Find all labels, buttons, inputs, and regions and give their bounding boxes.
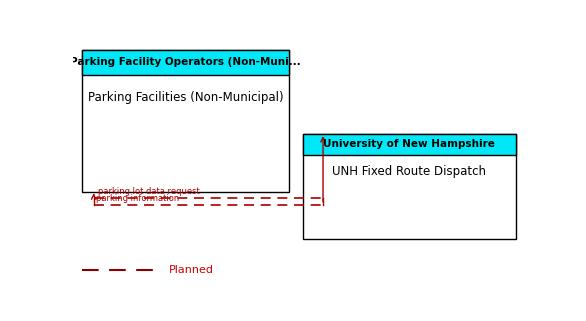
Text: parking lot data request: parking lot data request (98, 187, 200, 196)
Bar (302, 134, 516, 155)
Text: University of New Hampshire: University of New Hampshire (323, 139, 495, 149)
Bar (302, 134, 516, 239)
Bar (82, 50, 289, 74)
Text: UNH Fixed Route Dispatch: UNH Fixed Route Dispatch (332, 165, 486, 178)
Text: Parking Facility Operators (Non-Muni...: Parking Facility Operators (Non-Muni... (70, 57, 301, 67)
Text: Parking Facilities (Non-Municipal): Parking Facilities (Non-Municipal) (88, 91, 284, 104)
Text: Planned: Planned (169, 265, 214, 275)
Text: parking information: parking information (96, 195, 179, 204)
Bar (82, 50, 289, 192)
